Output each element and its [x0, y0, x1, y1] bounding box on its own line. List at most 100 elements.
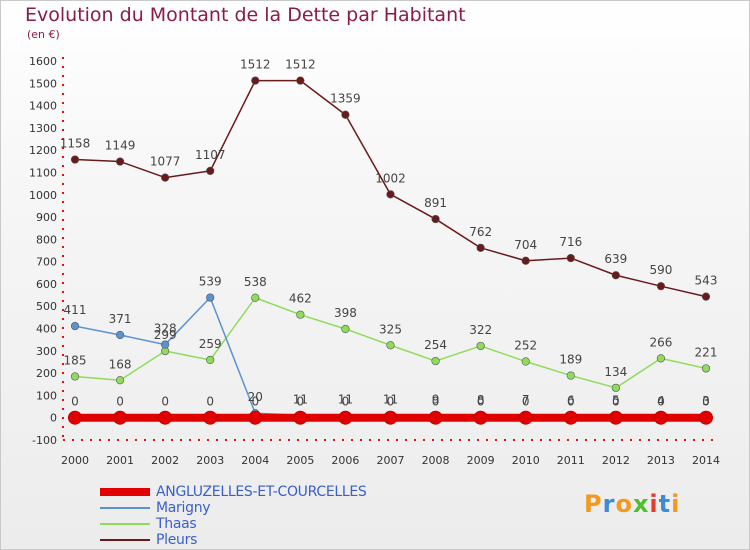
- data-point: [608, 410, 623, 425]
- data-label: 1107: [195, 148, 226, 162]
- data-label: 0: [522, 395, 530, 409]
- logo-letter: t: [658, 490, 672, 518]
- x-tick-label: 2013: [647, 454, 675, 467]
- x-tick-label: 2005: [286, 454, 314, 467]
- legend-swatch: [100, 488, 150, 496]
- logo-letter: o: [615, 490, 633, 518]
- data-point: [428, 410, 443, 425]
- data-point: [161, 173, 170, 182]
- data-label: 322: [469, 323, 492, 337]
- data-point: [699, 410, 713, 425]
- data-point: [521, 256, 530, 265]
- data-label: 0: [206, 395, 214, 409]
- data-label: 762: [469, 225, 492, 239]
- data-label: 1359: [330, 92, 361, 106]
- data-label: 5: [612, 394, 620, 408]
- data-point: [158, 410, 173, 425]
- legend-label: ANGLUZELLES-ET-COURCELLES: [156, 484, 367, 500]
- data-label: 411: [64, 303, 87, 317]
- data-label: 0: [297, 395, 305, 409]
- data-point: [248, 410, 263, 425]
- data-label: 252: [514, 339, 537, 353]
- data-label: 539: [199, 275, 222, 289]
- y-tick-label: 1200: [29, 144, 57, 157]
- data-point: [656, 354, 666, 363]
- data-point: [611, 271, 620, 280]
- data-point: [251, 76, 260, 85]
- data-point: [161, 340, 170, 349]
- data-label: 168: [109, 357, 132, 371]
- data-label: 1512: [240, 58, 271, 72]
- x-tick-label: 2010: [512, 454, 540, 467]
- data-point: [386, 190, 395, 199]
- data-label: 0: [567, 395, 575, 409]
- data-label: 0: [702, 395, 710, 409]
- x-tick-label: 2004: [241, 454, 269, 467]
- y-tick-label: 400: [36, 323, 57, 336]
- data-label: 0: [612, 395, 620, 409]
- data-label: 371: [109, 312, 132, 326]
- data-label: 0: [161, 395, 169, 409]
- y-tick-label: 900: [36, 211, 57, 224]
- y-tick-label: 1300: [29, 122, 57, 135]
- data-label: 7: [522, 393, 530, 407]
- data-label: 3: [702, 394, 710, 408]
- data-point: [431, 356, 440, 366]
- data-label: 185: [64, 353, 87, 367]
- data-label: 1512: [285, 58, 316, 72]
- data-point: [473, 410, 488, 425]
- data-label: 639: [604, 252, 627, 266]
- legend-swatch: [100, 523, 150, 525]
- data-label: 590: [649, 263, 672, 277]
- data-point: [701, 364, 711, 373]
- data-label: 1149: [105, 139, 136, 153]
- x-tick-label: 2003: [196, 454, 224, 467]
- logo-letter: P: [584, 490, 603, 518]
- data-point: [251, 293, 260, 302]
- data-point: [293, 410, 308, 425]
- y-tick-label: 800: [36, 233, 57, 246]
- data-label: 704: [514, 238, 537, 252]
- data-label: 891: [424, 196, 447, 210]
- legend-swatch: [100, 507, 150, 509]
- data-point: [611, 383, 620, 392]
- data-point: [206, 355, 215, 365]
- data-point: [653, 410, 668, 425]
- data-label: 134: [604, 365, 627, 379]
- y-tick-label: 700: [36, 256, 57, 269]
- data-point: [386, 341, 395, 350]
- data-label: 6: [567, 393, 575, 407]
- data-label: 266: [649, 335, 672, 349]
- data-label: 8: [477, 393, 485, 407]
- data-label: 9: [432, 393, 440, 407]
- y-tick-label: 100: [36, 389, 57, 402]
- data-label: 0: [71, 395, 79, 409]
- logo-letter: r: [602, 490, 616, 518]
- y-tick-label: 1600: [29, 55, 57, 68]
- data-label: 0: [251, 395, 259, 409]
- data-point: [115, 157, 125, 166]
- legend-label: Marigny: [156, 500, 211, 516]
- data-label: 11: [338, 392, 353, 406]
- x-tick-label: 2000: [61, 454, 89, 467]
- x-tick-label: 2007: [377, 454, 405, 467]
- x-tick-label: 2002: [151, 454, 179, 467]
- data-point: [70, 155, 80, 164]
- data-label: 0: [477, 395, 485, 409]
- data-label: 0: [432, 395, 440, 409]
- legend-swatch: [100, 539, 150, 541]
- data-point: [341, 110, 350, 119]
- legend-label: Thaas: [156, 516, 197, 532]
- data-point: [115, 330, 125, 340]
- data-label: 189: [559, 353, 582, 367]
- y-tick-label: 600: [36, 278, 57, 291]
- data-label: 20: [248, 390, 263, 404]
- data-label: 0: [657, 395, 665, 409]
- chart-subtitle: (en €): [27, 28, 60, 41]
- y-tick-label: 200: [36, 367, 57, 380]
- y-tick-label: 0: [50, 412, 57, 425]
- data-point: [476, 243, 485, 252]
- data-point: [203, 410, 218, 425]
- data-label: 11: [293, 392, 308, 406]
- data-point: [383, 410, 398, 425]
